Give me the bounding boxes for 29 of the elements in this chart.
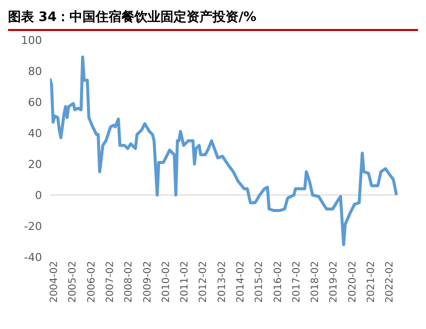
x-tick-label: 2017-02	[291, 261, 302, 303]
x-tick-label: 2007-02	[105, 261, 116, 303]
x-tick-label: 2012-02	[198, 261, 210, 303]
x-tick-label: 2011-02	[180, 261, 191, 303]
x-tick-label: 2004-02	[49, 261, 60, 303]
x-tick-label: 2018-02	[310, 261, 322, 303]
y-tick-label: -20	[24, 220, 42, 233]
x-tick-label: 2020-02	[347, 261, 358, 303]
line-series	[50, 56, 398, 246]
y-tick-label: 60	[28, 96, 42, 109]
y-tick-label: 40	[28, 126, 42, 140]
x-tick-label: 2022-02	[384, 261, 396, 303]
x-tick-label: 2021-02	[366, 261, 378, 303]
y-tick-label: 20	[28, 158, 42, 171]
y-tick-label: 100	[21, 34, 42, 47]
x-tick-label: 2005-02	[68, 261, 79, 303]
x-tick-label: 2015-02	[254, 261, 266, 303]
y-tick-label: 80	[28, 64, 42, 78]
x-tick-label: 2006-02	[86, 261, 98, 303]
x-tick-label: 2013-02	[216, 261, 228, 303]
x-tick-label: 2016-02	[272, 261, 284, 303]
y-tick-label: -40	[24, 250, 42, 264]
x-tick-label: 2009-02	[142, 261, 154, 303]
y-tick-label: 0	[35, 188, 42, 202]
x-tick-label: 2010-02	[160, 261, 172, 303]
x-tick-label: 2014-02	[236, 261, 247, 303]
x-tick-label: 2008-02	[124, 261, 135, 303]
chart-title: 图表 34：中国住宿餐饮业固定资产投资/%	[8, 8, 418, 31]
x-tick-label: 2019-02	[328, 261, 340, 303]
